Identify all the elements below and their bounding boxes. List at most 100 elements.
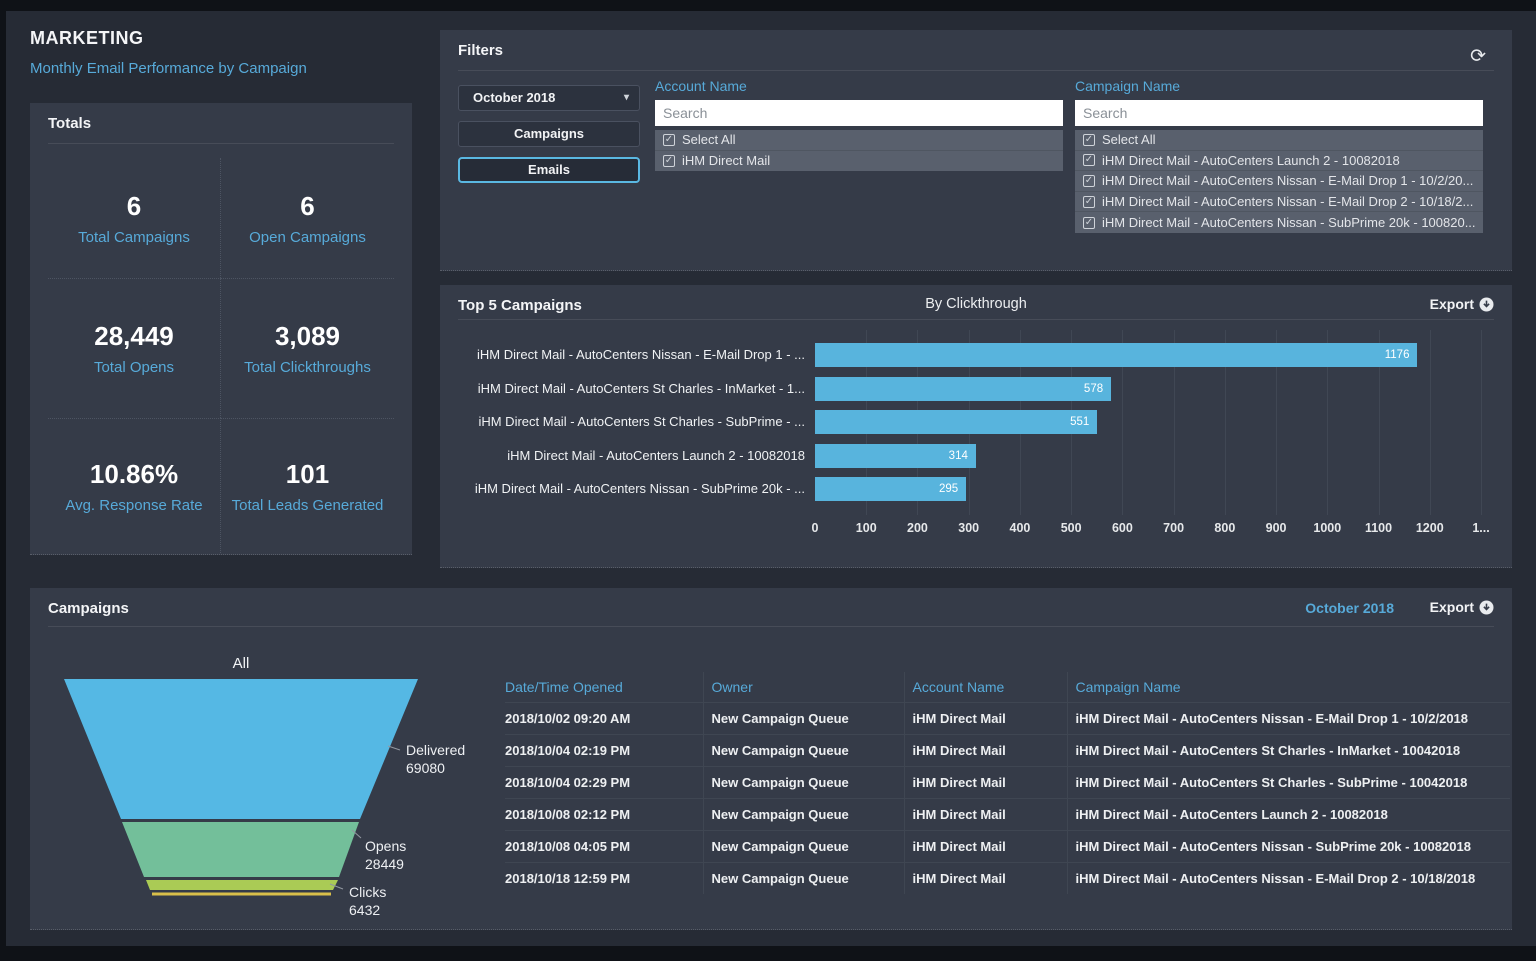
bar-category-label: iHM Direct Mail - AutoCenters St Charles… bbox=[477, 380, 805, 396]
divider bbox=[48, 143, 394, 144]
column-header: Account Name bbox=[903, 672, 1067, 703]
bar[interactable]: 1176 bbox=[815, 343, 1418, 367]
table-cell: New Campaign Queue bbox=[702, 830, 904, 863]
table-row: 2018/10/08 02:12 PM New Campaign Queue iHM… bbox=[505, 798, 1510, 831]
checkbox-checked-icon[interactable]: ✓ bbox=[1083, 133, 1095, 146]
campaign-name-label: Campaign Name bbox=[1075, 78, 1181, 94]
emails-toggle-button[interactable]: Emails bbox=[458, 157, 640, 183]
table-row: 2018/10/02 09:20 AM New Campaign Queue iHM… bbox=[505, 702, 1510, 735]
stat-value: 6 bbox=[126, 190, 142, 221]
account-name-filter: Account Name ✓ Select All ✓ iHM Direct Mail bbox=[655, 78, 1063, 172]
filter-option[interactable]: ✓ Select All bbox=[655, 130, 1063, 151]
stat-total-leads-generated: 101 Total Leads Generated bbox=[221, 418, 394, 553]
funnel-label-delivered: Delivered bbox=[406, 742, 465, 758]
stat-label: Avg. Response Rate bbox=[65, 496, 203, 514]
table-row: 2018/10/18 12:59 PM New Campaign Queue iHM… bbox=[505, 862, 1510, 894]
stat-label: Total Campaigns bbox=[78, 228, 190, 246]
month-dropdown-value: October 2018 bbox=[473, 90, 556, 105]
filter-option[interactable]: ✓ iHM Direct Mail bbox=[655, 151, 1063, 172]
window-frame-top bbox=[0, 0, 1536, 11]
table-cell: 2018/10/04 02:29 PM bbox=[505, 775, 631, 790]
bar-category-label: iHM Direct Mail - AutoCenters Launch 2 -… bbox=[507, 447, 805, 463]
page-subtitle: Monthly Email Performance by Campaign bbox=[30, 60, 307, 77]
gridline bbox=[1481, 330, 1482, 515]
checkbox-checked-icon[interactable]: ✓ bbox=[663, 154, 675, 167]
funnel-stage-clicks[interactable] bbox=[146, 880, 338, 890]
account-search-input[interactable] bbox=[655, 100, 1063, 126]
clickthrough-bar-chart: iHM Direct Mail - AutoCenters Nissan - E… bbox=[458, 330, 1494, 535]
x-axis-tick: 1000 bbox=[1313, 521, 1342, 535]
filter-option[interactable]: ✓ iHM Direct Mail - AutoCenters Nissan - … bbox=[1075, 171, 1483, 192]
stat-value: 6 bbox=[300, 190, 315, 221]
bar[interactable]: 551 bbox=[815, 410, 1098, 434]
campaigns-panel: Campaigns October 2018 Export All Delive… bbox=[30, 588, 1512, 930]
filter-option[interactable]: ✓ iHM Direct Mail - AutoCenters Launch 2 … bbox=[1075, 151, 1483, 172]
column-header: Owner bbox=[702, 672, 904, 703]
bar-value-label: 551 bbox=[1070, 416, 1090, 428]
table-cell: 2018/10/18 12:59 PM bbox=[505, 871, 631, 886]
table-cell: New Campaign Queue bbox=[702, 798, 904, 831]
table-cell: iHM Direct Mail bbox=[903, 766, 1067, 799]
column-header: Date/Time Opened bbox=[505, 679, 623, 695]
campaigns-toggle-button[interactable]: Campaigns bbox=[458, 121, 640, 147]
period-label: October 2018 bbox=[1305, 600, 1394, 616]
stat-label: Total Leads Generated bbox=[231, 496, 384, 514]
bar-category-label: iHM Direct Mail - AutoCenters Nissan - S… bbox=[474, 481, 805, 496]
filter-option[interactable]: ✓ iHM Direct Mail - AutoCenters Nissan - … bbox=[1075, 192, 1483, 213]
table-cell: New Campaign Queue bbox=[702, 702, 904, 735]
gridline bbox=[1378, 330, 1380, 515]
divider bbox=[48, 626, 1494, 627]
funnel-stage-opens[interactable] bbox=[122, 822, 359, 877]
campaign-search-input[interactable] bbox=[1075, 100, 1483, 126]
table-cell: New Campaign Queue bbox=[702, 734, 904, 767]
filter-option[interactable]: ✓ Select All bbox=[1075, 130, 1483, 151]
campaign-option-list: ✓ Select All ✓ iHM Direct Mail - AutoCenter… bbox=[1075, 130, 1483, 233]
export-download-icon bbox=[1479, 600, 1494, 614]
divider bbox=[458, 70, 1494, 71]
checkbox-checked-icon[interactable]: ✓ bbox=[1083, 154, 1095, 167]
top5-export-button[interactable]: Export bbox=[1430, 296, 1494, 312]
bar-category-label: iHM Direct Mail - AutoCenters Nissan - E… bbox=[477, 347, 805, 362]
bar-category-label: iHM Direct Mail - AutoCenters St Charles… bbox=[478, 414, 805, 429]
table-cell: iHM Direct Mail bbox=[903, 862, 1067, 894]
table-cell: iHM Direct Mail - AutoCenters St Charles… bbox=[1066, 734, 1510, 767]
funnel-value-opens: 28449 bbox=[365, 856, 404, 872]
table-cell: New Campaign Queue bbox=[702, 766, 904, 799]
stat-avg-response-rate: 10.86% Avg. Response Rate bbox=[48, 418, 221, 553]
stat-total-opens: 28,449 Total Opens bbox=[48, 278, 221, 418]
account-name-label: Account Name bbox=[655, 78, 747, 94]
table-header-row: Date/Time Opened Owner Account Name Campaig… bbox=[505, 672, 1510, 703]
leader-line bbox=[329, 883, 344, 890]
funnel-title: All bbox=[233, 655, 250, 672]
filters-panel: Filters ⟳ October 2018 ▾ Campaigns Email… bbox=[440, 30, 1512, 271]
checkbox-checked-icon[interactable]: ✓ bbox=[1083, 216, 1095, 229]
table-cell: 2018/10/04 02:19 PM bbox=[505, 743, 631, 758]
x-axis-tick: 1100 bbox=[1364, 521, 1393, 535]
checkbox-checked-icon[interactable]: ✓ bbox=[663, 133, 675, 146]
table-cell: iHM Direct Mail bbox=[903, 830, 1067, 863]
filter-option-label: Select All bbox=[1102, 132, 1156, 148]
campaigns-export-button[interactable]: Export bbox=[1430, 599, 1494, 615]
filter-option[interactable]: ✓ iHM Direct Mail - AutoCenters Nissan - … bbox=[1075, 212, 1483, 233]
bar[interactable]: 578 bbox=[815, 376, 1112, 401]
table-cell: iHM Direct Mail bbox=[903, 734, 1067, 767]
refresh-icon[interactable]: ⟳ bbox=[1470, 46, 1486, 67]
x-axis: 0 100 200 300 400 500 600 700 800 900 1000 1100 1200… bbox=[812, 515, 1490, 535]
bar[interactable]: 295 bbox=[815, 477, 967, 501]
column-header: Campaign Name bbox=[1066, 672, 1510, 703]
leader-line bbox=[351, 829, 362, 839]
account-option-list: ✓ Select All ✓ iHM Direct Mail bbox=[655, 130, 1063, 172]
table-cell: iHM Direct Mail - AutoCenters Nissan - E… bbox=[1066, 862, 1510, 894]
funnel-stage-delivered[interactable] bbox=[64, 679, 418, 819]
top5-campaigns-panel: Top 5 Campaigns By Clickthrough Export i… bbox=[440, 285, 1512, 568]
stat-label: Open Campaigns bbox=[249, 228, 366, 246]
filter-option-label: iHM Direct Mail bbox=[682, 153, 771, 169]
stat-value: 3,089 bbox=[274, 321, 341, 351]
window-frame-bottom bbox=[0, 946, 1536, 961]
month-dropdown[interactable]: October 2018 ▾ bbox=[458, 85, 640, 111]
checkbox-checked-icon[interactable]: ✓ bbox=[1083, 195, 1095, 208]
checkbox-checked-icon[interactable]: ✓ bbox=[1083, 174, 1095, 187]
table-cell: iHM Direct Mail - AutoCenters Launch 2 -… bbox=[1066, 798, 1510, 831]
bar[interactable]: 314 bbox=[815, 443, 976, 468]
